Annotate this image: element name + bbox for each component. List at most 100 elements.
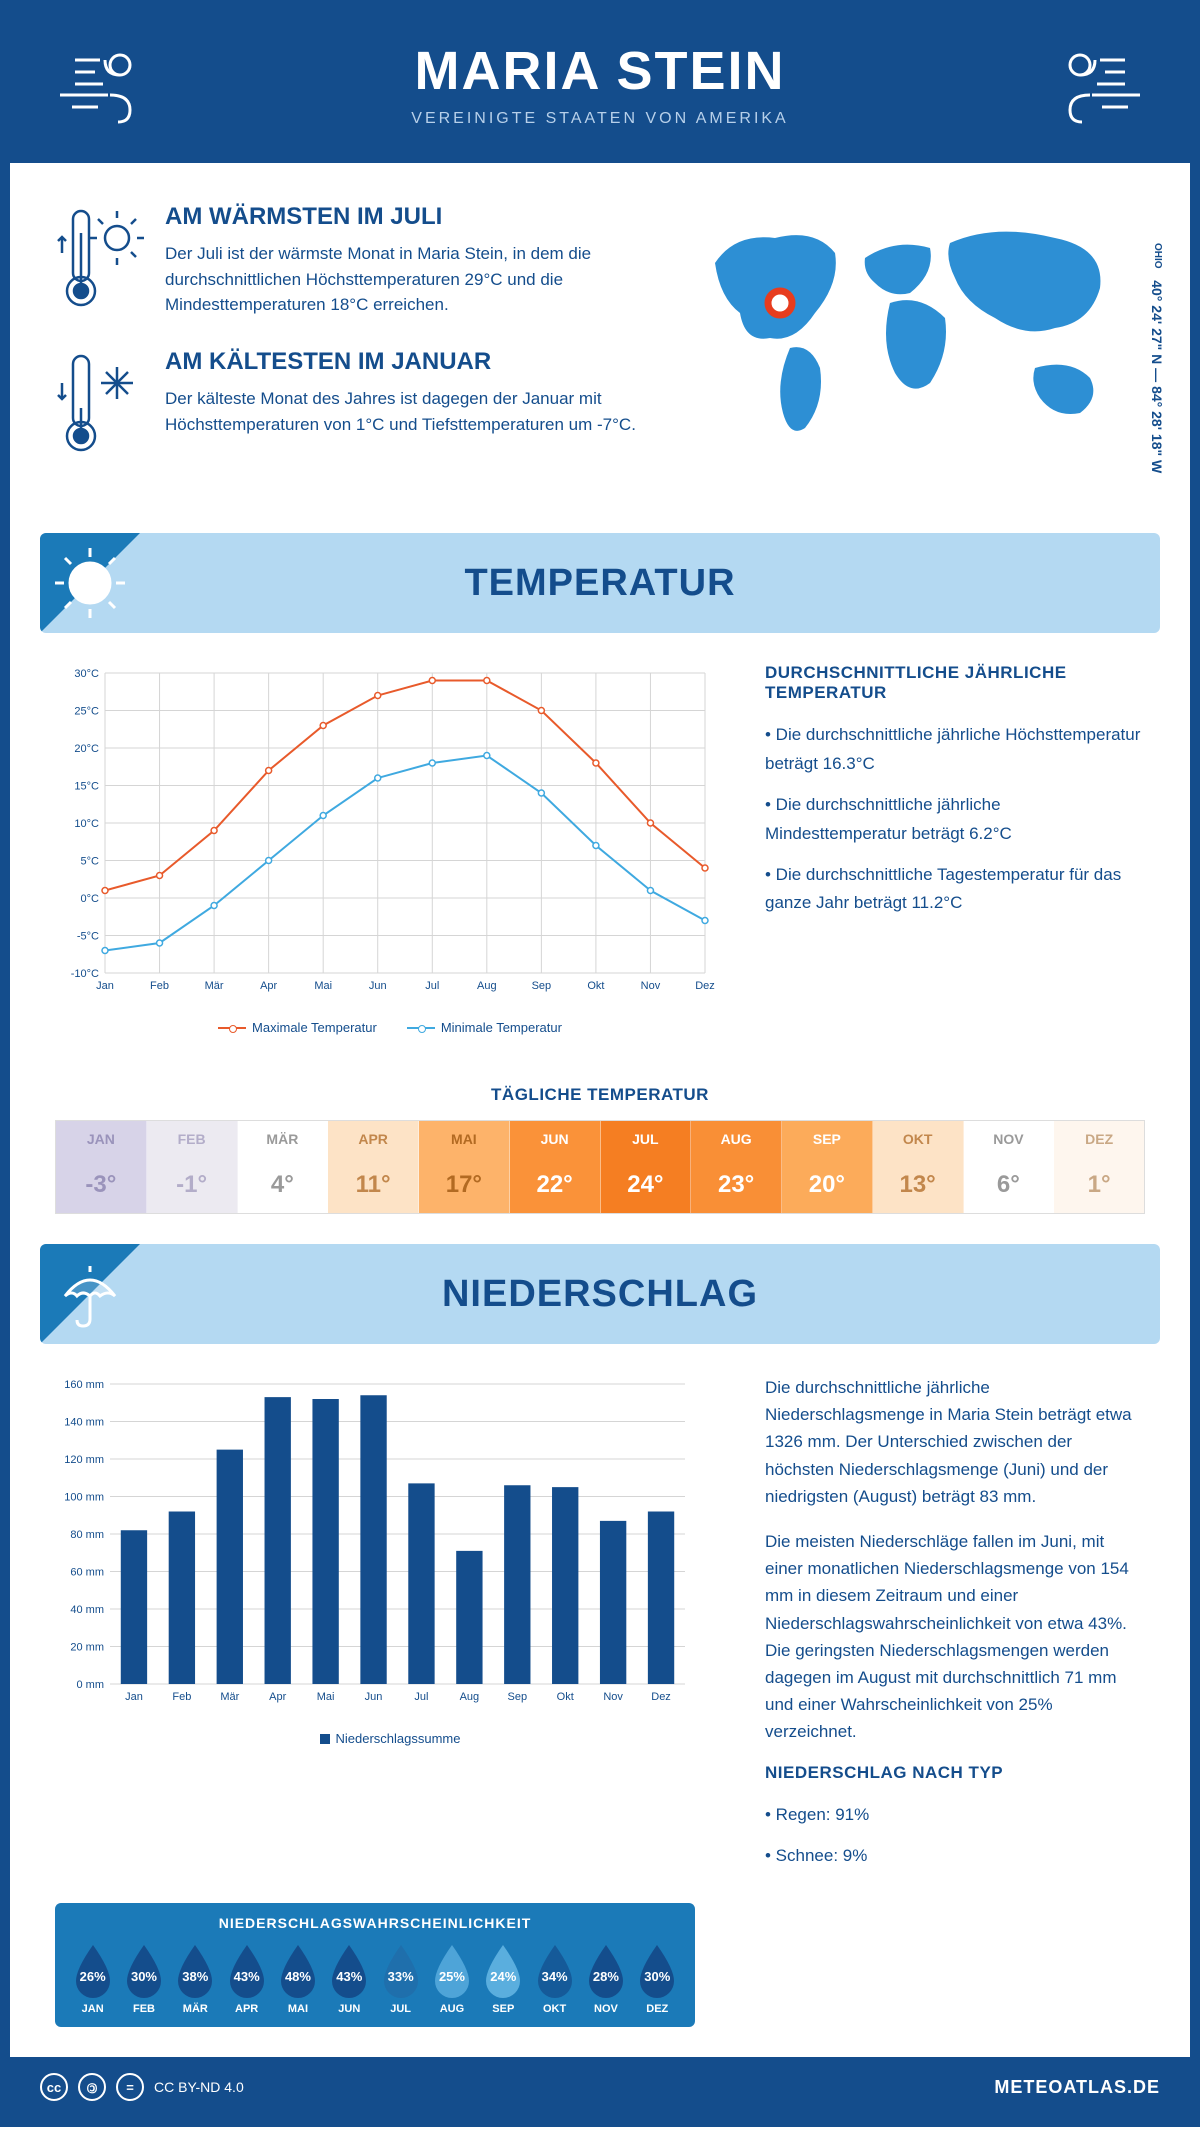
daily-value: 17°: [419, 1157, 509, 1213]
intro-text-col: AM WÄRMSTEN IM JULI Der Juli ist der wär…: [55, 203, 645, 493]
svg-text:Apr: Apr: [260, 980, 277, 992]
sun-icon: [50, 543, 130, 623]
thermometer-sun-icon: [55, 203, 145, 318]
temp-text-heading: DURCHSCHNITTLICHE JÄHRLICHE TEMPERATUR: [765, 663, 1145, 703]
prob-month: APR: [224, 2003, 270, 2015]
svg-text:-5°C: -5°C: [77, 931, 99, 943]
legend-max: Maximale Temperatur: [252, 1020, 377, 1035]
thermometer-snow-icon: [55, 348, 145, 463]
svg-text:Apr: Apr: [269, 1691, 286, 1703]
prob-drop: 24% SEP: [480, 1941, 526, 2015]
coldest-block: AM KÄLTESTEN IM JANUAR Der kälteste Mona…: [55, 348, 645, 463]
daily-value: -1°: [147, 1157, 237, 1213]
svg-text:Mai: Mai: [314, 980, 332, 992]
svg-text:10°C: 10°C: [74, 818, 99, 830]
daily-cell: JUN 22°: [510, 1121, 601, 1213]
daily-cell: FEB -1°: [147, 1121, 238, 1213]
daily-cell: AUG 23°: [691, 1121, 782, 1213]
daily-month: MAI: [419, 1121, 509, 1157]
prob-month: JUN: [326, 2003, 372, 2015]
warmest-text: Der Juli ist der wärmste Monat in Maria …: [165, 241, 645, 318]
coldest-title: AM KÄLTESTEN IM JANUAR: [165, 348, 645, 376]
footer: cc 🄯 = CC BY-ND 4.0 METEOATLAS.DE: [10, 2057, 1190, 2117]
by-icon: 🄯: [78, 2073, 106, 2101]
prob-month: JUL: [378, 2003, 424, 2015]
prob-month: AUG: [429, 2003, 475, 2015]
precip-para: Die meisten Niederschläge fallen im Juni…: [765, 1528, 1145, 1746]
prob-drops-row: 26% JAN 30% FEB 38% MÄR 43% APR: [67, 1941, 683, 2015]
prob-month: SEP: [480, 2003, 526, 2015]
daily-month: DEZ: [1054, 1121, 1144, 1157]
daily-cell: OKT 13°: [873, 1121, 964, 1213]
svg-text:0 mm: 0 mm: [77, 1679, 105, 1691]
cc-icon: cc: [40, 2073, 68, 2101]
brand-text: METEOATLAS.DE: [994, 2077, 1160, 2098]
precip-text-col: Die durchschnittliche jährliche Niedersc…: [765, 1374, 1145, 1883]
legend-min: Minimale Temperatur: [441, 1020, 562, 1035]
state-label: OHIO: [1152, 243, 1163, 269]
prob-pct: 30%: [634, 1969, 680, 1984]
svg-text:Mär: Mär: [205, 980, 224, 992]
svg-text:160 mm: 160 mm: [64, 1379, 104, 1391]
svg-text:Feb: Feb: [150, 980, 169, 992]
prob-month: DEZ: [634, 2003, 680, 2015]
precip-prob-banner: NIEDERSCHLAGSWAHRSCHEINLICHKEIT 26% JAN …: [55, 1903, 695, 2027]
daily-temp-row: JAN -3° FEB -1° MÄR 4° APR 11° MAI 17° J…: [55, 1120, 1145, 1214]
daily-value: 24°: [601, 1157, 691, 1213]
wind-icon: [1030, 40, 1150, 130]
svg-text:40 mm: 40 mm: [70, 1604, 104, 1616]
temp-bullet: • Die durchschnittliche Tagestemperatur …: [765, 861, 1145, 919]
svg-text:Jul: Jul: [414, 1691, 428, 1703]
precip-chart-col: 0 mm20 mm40 mm60 mm80 mm100 mm120 mm140 …: [55, 1374, 725, 1883]
license-text: CC BY-ND 4.0: [154, 2079, 244, 2095]
prob-month: MAI: [275, 2003, 321, 2015]
svg-text:Okt: Okt: [557, 1691, 574, 1703]
nd-icon: =: [116, 2073, 144, 2101]
daily-cell: MÄR 4°: [238, 1121, 329, 1213]
svg-text:5°C: 5°C: [81, 856, 100, 868]
svg-text:Jan: Jan: [96, 980, 114, 992]
precip-type-li: • Regen: 91%: [765, 1801, 1145, 1830]
daily-value: 23°: [691, 1157, 781, 1213]
svg-text:Okt: Okt: [587, 980, 604, 992]
precip-para: Die durchschnittliche jährliche Niedersc…: [765, 1374, 1145, 1510]
precip-content: 0 mm20 mm40 mm60 mm80 mm100 mm120 mm140 …: [10, 1344, 1190, 1903]
prob-pct: 33%: [378, 1969, 424, 1984]
prob-drop: 26% JAN: [70, 1941, 116, 2015]
svg-text:20 mm: 20 mm: [70, 1642, 104, 1654]
prob-month: JAN: [70, 2003, 116, 2015]
daily-value: 4°: [238, 1157, 328, 1213]
daily-month: APR: [328, 1121, 418, 1157]
svg-text:140 mm: 140 mm: [64, 1417, 104, 1429]
svg-text:Aug: Aug: [460, 1691, 480, 1703]
precip-legend: Niederschlagssumme: [55, 1731, 725, 1746]
daily-month: SEP: [782, 1121, 872, 1157]
daily-month: JAN: [56, 1121, 146, 1157]
temp-content: -10°C-5°C0°C5°C10°C15°C20°C25°C30°CJanFe…: [10, 633, 1190, 1065]
precip-type-heading: NIEDERSCHLAG NACH TYP: [765, 1763, 1145, 1783]
infographic-page: MARIA STEIN VEREINIGTE STAATEN VON AMERI…: [0, 0, 1200, 2127]
svg-text:100 mm: 100 mm: [64, 1492, 104, 1504]
prob-month: FEB: [121, 2003, 167, 2015]
legend-precip: Niederschlagssumme: [336, 1731, 461, 1746]
prob-drop: 25% AUG: [429, 1941, 475, 2015]
page-title: MARIA STEIN: [10, 40, 1190, 102]
svg-text:Aug: Aug: [477, 980, 497, 992]
precip-type-li: • Schnee: 9%: [765, 1842, 1145, 1871]
svg-text:Nov: Nov: [603, 1691, 623, 1703]
prob-drop: 33% JUL: [378, 1941, 424, 2015]
daily-cell: JAN -3°: [56, 1121, 147, 1213]
svg-text:Jun: Jun: [365, 1691, 383, 1703]
umbrella-icon: [50, 1254, 130, 1334]
wind-icon: [50, 40, 170, 130]
svg-text:Jun: Jun: [369, 980, 387, 992]
prob-pct: 28%: [583, 1969, 629, 1984]
page-subtitle: VEREINIGTE STAATEN VON AMERIKA: [10, 110, 1190, 128]
svg-text:Feb: Feb: [172, 1691, 191, 1703]
prob-title: NIEDERSCHLAGSWAHRSCHEINLICHKEIT: [67, 1915, 683, 1931]
svg-text:Nov: Nov: [641, 980, 661, 992]
daily-cell: MAI 17°: [419, 1121, 510, 1213]
world-map: OHIO 40° 24' 27" N — 84° 28' 18" W: [685, 203, 1145, 493]
daily-month: JUL: [601, 1121, 691, 1157]
daily-value: 13°: [873, 1157, 963, 1213]
